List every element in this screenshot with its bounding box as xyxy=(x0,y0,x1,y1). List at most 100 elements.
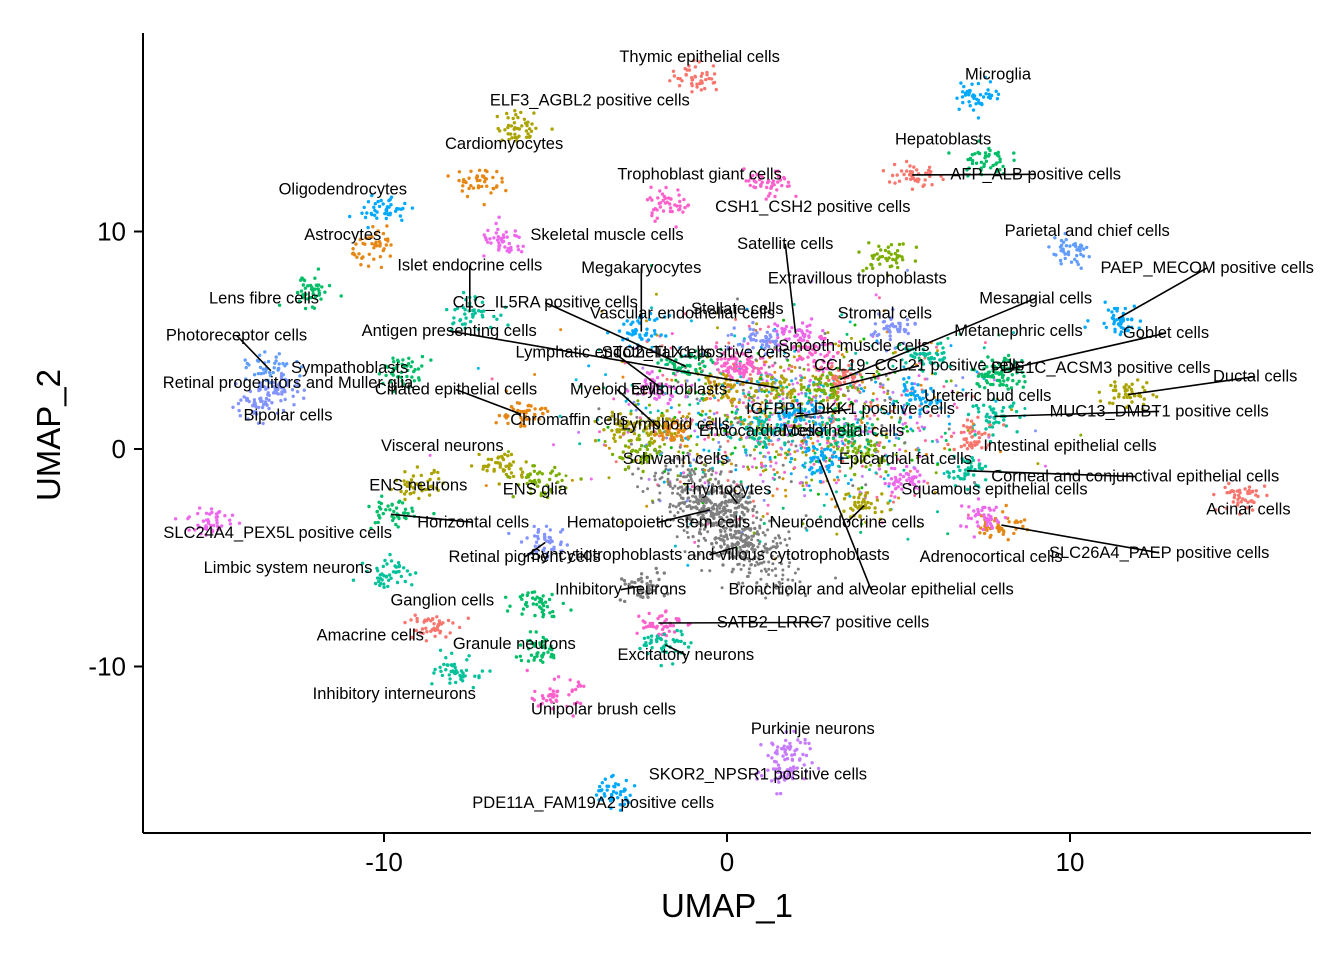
background-point xyxy=(934,471,938,475)
background-point xyxy=(779,453,783,457)
cluster-point xyxy=(531,602,535,606)
background-point xyxy=(892,500,895,504)
background-point xyxy=(777,475,781,479)
background-point xyxy=(676,486,680,490)
background-point xyxy=(603,440,607,443)
background-point xyxy=(997,333,1001,337)
background-point xyxy=(794,444,798,448)
background-point xyxy=(803,436,806,440)
cluster-point xyxy=(1078,249,1082,253)
cluster-point xyxy=(548,528,552,532)
cluster-point xyxy=(769,186,773,190)
cluster-point xyxy=(947,151,951,155)
cluster-point xyxy=(703,364,707,369)
background-point xyxy=(755,429,759,433)
background-point xyxy=(717,460,721,463)
background-point xyxy=(746,574,750,578)
cluster-point xyxy=(946,442,950,447)
cluster-point xyxy=(645,327,649,331)
background-point xyxy=(765,404,769,408)
background-point xyxy=(846,482,850,485)
cluster-point xyxy=(379,198,383,203)
background-point xyxy=(783,538,787,542)
background-point xyxy=(762,522,766,525)
cluster-point xyxy=(764,388,769,392)
cluster-point xyxy=(740,503,744,507)
cluster-point xyxy=(1079,266,1083,270)
cluster-point xyxy=(204,511,209,515)
background-point xyxy=(1034,429,1037,433)
cluster-point xyxy=(505,111,509,116)
background-point xyxy=(807,384,811,388)
cluster-point xyxy=(704,77,708,82)
cluster-point xyxy=(464,316,468,320)
background-point xyxy=(867,426,871,430)
background-point xyxy=(891,390,895,394)
cluster-point xyxy=(1102,321,1106,326)
background-point xyxy=(904,449,908,453)
cluster-point xyxy=(1002,418,1006,422)
background-point xyxy=(898,448,902,452)
cluster-point xyxy=(971,108,976,112)
cluster-point xyxy=(651,625,656,629)
cluster-point xyxy=(230,513,235,517)
cluster-point xyxy=(663,610,668,614)
cluster-point xyxy=(742,339,746,343)
cluster-point xyxy=(380,494,384,498)
background-point xyxy=(830,417,834,421)
background-point xyxy=(1079,433,1083,437)
cluster-point xyxy=(982,531,987,536)
cluster-point xyxy=(544,524,549,528)
cluster-point xyxy=(907,376,911,380)
cluster-point xyxy=(982,513,986,517)
cluster-point xyxy=(1118,332,1123,337)
background-point xyxy=(667,483,670,486)
background-point xyxy=(801,441,805,445)
cluster-point xyxy=(196,511,200,516)
cluster-point xyxy=(496,235,500,239)
cluster-point xyxy=(378,255,383,259)
cluster-point xyxy=(258,353,262,357)
cluster-point xyxy=(263,400,268,404)
background-point xyxy=(727,341,731,345)
background-point xyxy=(634,408,638,412)
cluster-point xyxy=(465,194,470,199)
cluster-point xyxy=(922,183,926,187)
background-point xyxy=(805,443,808,446)
cluster-point xyxy=(906,472,911,477)
cluster-point xyxy=(995,153,1000,157)
cluster-point xyxy=(984,154,988,158)
cluster-point xyxy=(376,576,380,580)
background-point xyxy=(746,465,750,469)
background-point xyxy=(629,409,633,413)
background-point xyxy=(788,363,791,367)
cluster-point xyxy=(965,418,970,422)
background-point xyxy=(734,531,738,535)
cluster-point xyxy=(1076,262,1081,267)
cluster-point xyxy=(1003,515,1008,520)
cluster-point xyxy=(902,382,906,387)
cluster-point xyxy=(1079,243,1083,247)
cluster-point xyxy=(495,169,499,174)
cluster-point xyxy=(781,392,785,396)
background-point xyxy=(661,384,665,388)
cluster-point xyxy=(815,389,819,393)
cluster-point xyxy=(880,492,884,496)
background-point xyxy=(748,409,752,413)
cluster-point xyxy=(805,446,810,451)
background-point xyxy=(666,472,670,476)
cluster-point xyxy=(503,452,507,456)
background-point xyxy=(799,446,803,450)
background-point xyxy=(716,398,720,402)
background-point xyxy=(675,478,679,482)
cluster-point xyxy=(389,559,394,563)
cluster-point xyxy=(1250,489,1255,493)
cluster-point xyxy=(378,244,382,248)
background-point xyxy=(813,451,817,455)
background-point xyxy=(787,448,791,452)
background-point xyxy=(821,370,825,374)
cluster-point xyxy=(752,185,756,189)
cluster-point xyxy=(744,500,748,504)
background-point xyxy=(779,541,783,545)
background-point xyxy=(955,406,959,410)
